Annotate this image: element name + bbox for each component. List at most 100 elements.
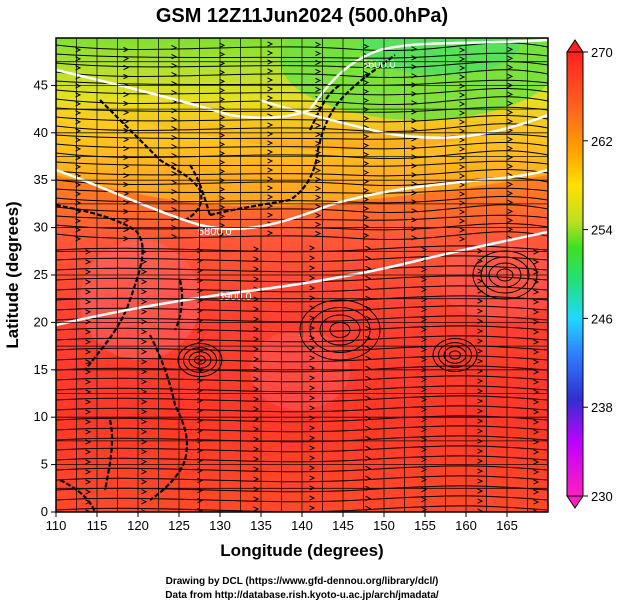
streamline-arrow bbox=[267, 167, 274, 173]
streamline-arrow bbox=[197, 287, 204, 294]
streamline-arrow bbox=[459, 182, 466, 188]
streamline-arrow bbox=[219, 213, 226, 219]
streamline-arrow bbox=[477, 478, 484, 484]
streamline-arrow bbox=[141, 309, 148, 315]
contour-label: 5800.0 bbox=[198, 226, 232, 238]
streamline-arrow bbox=[171, 44, 178, 51]
streamline-arrow bbox=[219, 87, 226, 93]
streamline-arrow bbox=[141, 399, 148, 405]
streamline-arrow bbox=[253, 446, 260, 452]
streamline-arrow bbox=[309, 395, 316, 401]
streamline-arrow bbox=[459, 218, 466, 224]
streamline-arrow bbox=[477, 488, 484, 494]
y-tick-label: 40 bbox=[34, 125, 48, 140]
streamline-arrow bbox=[459, 101, 466, 107]
streamline-arrow bbox=[411, 127, 418, 133]
streamline-arrow bbox=[219, 96, 226, 102]
streamline-arrow bbox=[219, 141, 226, 147]
streamline-arrow bbox=[197, 267, 204, 274]
streamline-arrow bbox=[533, 259, 540, 265]
streamline-arrow bbox=[477, 328, 484, 334]
streamline-arrow bbox=[365, 275, 372, 281]
streamline-arrow bbox=[309, 345, 316, 351]
y-tick-label: 15 bbox=[34, 362, 48, 377]
streamline-arrow bbox=[85, 289, 92, 295]
streamline-arrow bbox=[123, 217, 130, 224]
streamline-arrow bbox=[477, 448, 484, 454]
streamline-arrow bbox=[365, 405, 372, 411]
streamline-arrow bbox=[477, 418, 484, 424]
streamline-arrow bbox=[253, 366, 260, 372]
streamline-arrow bbox=[197, 247, 204, 254]
streamline-arrow bbox=[309, 495, 316, 501]
streamline-arrow bbox=[85, 479, 92, 485]
streamline-arrow bbox=[141, 379, 148, 385]
figure-title: GSM 12Z11Jun2024 (500.0hPa) bbox=[156, 5, 448, 27]
streamline-arrow bbox=[123, 181, 130, 188]
streamline-arrow bbox=[197, 377, 204, 384]
streamline-arrow bbox=[533, 329, 540, 335]
streamline-arrow bbox=[123, 226, 130, 233]
streamline-arrow bbox=[477, 298, 484, 304]
coastlines bbox=[56, 54, 396, 512]
streamline-arrow bbox=[421, 466, 428, 473]
streamline-arrow bbox=[363, 133, 370, 140]
streamline-arrow bbox=[363, 61, 370, 68]
y-tick-label: 35 bbox=[34, 172, 48, 187]
streamline-arrow bbox=[85, 469, 92, 475]
streamline-arrow bbox=[253, 436, 260, 442]
streamline-arrow bbox=[123, 118, 130, 125]
streamline-arrow bbox=[85, 419, 92, 425]
streamline-arrow bbox=[253, 476, 260, 482]
streamline-arrow bbox=[253, 316, 260, 322]
streamline-arrow bbox=[309, 325, 316, 331]
streamline-arrow bbox=[85, 439, 92, 445]
streamline-arrow bbox=[477, 338, 484, 344]
streamline-arrow bbox=[253, 376, 260, 382]
streamline-arrow bbox=[507, 154, 514, 160]
streamline-arrow bbox=[477, 258, 484, 264]
streamline-arrow bbox=[421, 306, 428, 313]
streamline-arrow bbox=[75, 146, 82, 152]
streamline-arrow bbox=[309, 445, 316, 451]
streamline-arrow bbox=[309, 375, 316, 381]
streamline-arrow bbox=[197, 457, 204, 464]
x-tick-label: 120 bbox=[127, 518, 149, 533]
streamline-arrow bbox=[421, 396, 428, 403]
streamline-arrow bbox=[421, 266, 428, 273]
streamline-arrow bbox=[171, 71, 178, 78]
colorbar-tick-label: 262 bbox=[591, 134, 613, 149]
streamline-arrow bbox=[533, 359, 540, 365]
streamline-arrow bbox=[253, 246, 260, 252]
streamline bbox=[183, 347, 218, 373]
streamline-arrow bbox=[421, 446, 428, 453]
streamline-arrow bbox=[197, 277, 204, 284]
streamline-arrow bbox=[315, 167, 322, 174]
streamline-arrow bbox=[123, 163, 130, 170]
streamline-arrow bbox=[363, 70, 370, 77]
contour-label: 5900.0 bbox=[218, 291, 252, 303]
streamline-arrow bbox=[365, 355, 372, 361]
streamline-arrow bbox=[75, 218, 82, 224]
streamline-arrow bbox=[363, 196, 370, 203]
streamline-arrow bbox=[85, 369, 92, 375]
streamline-arrow bbox=[533, 269, 540, 275]
streamline-arrow bbox=[309, 475, 316, 481]
streamline-arrow bbox=[411, 208, 418, 214]
streamline-arrow bbox=[459, 164, 466, 170]
streamline-arrow bbox=[123, 109, 130, 116]
streamline-arrow bbox=[141, 479, 148, 485]
streamline-arrow bbox=[171, 143, 178, 150]
streamline-arrow bbox=[507, 91, 514, 97]
streamline-arrow bbox=[219, 69, 226, 75]
streamline-arrow bbox=[365, 345, 372, 351]
streamline-arrow bbox=[197, 337, 204, 344]
streamline-arrow bbox=[411, 199, 418, 205]
streamline-arrow bbox=[421, 336, 428, 343]
streamline-arrow bbox=[171, 125, 178, 132]
x-axis: 110 115 120 125 130 135 140 145 150 155 160 165 bbox=[46, 512, 518, 533]
x-axis-title: Longitude (degrees) bbox=[220, 541, 383, 560]
streamline-arrow bbox=[459, 83, 466, 89]
streamline-arrow bbox=[123, 73, 130, 80]
streamline-arrow bbox=[123, 235, 130, 242]
